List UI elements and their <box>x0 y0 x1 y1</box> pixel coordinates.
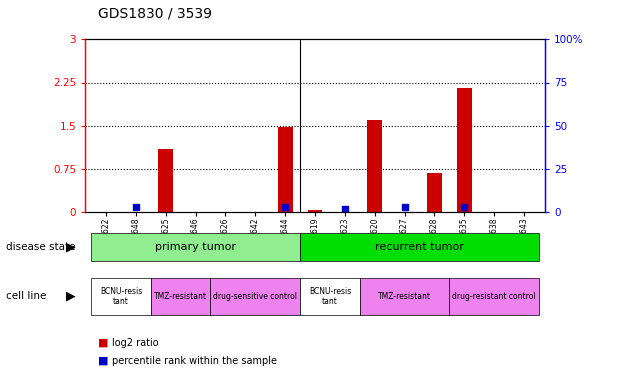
Bar <box>210 278 300 315</box>
Bar <box>278 127 292 212</box>
Bar <box>307 210 323 212</box>
Text: disease state: disease state <box>6 242 76 252</box>
Bar <box>91 278 151 315</box>
Bar <box>151 278 210 315</box>
Text: drug-sensitive control: drug-sensitive control <box>214 292 297 301</box>
Bar <box>91 232 300 261</box>
Bar <box>158 148 173 212</box>
Text: drug-resistant control: drug-resistant control <box>452 292 536 301</box>
Bar <box>427 173 442 212</box>
Text: ▶: ▶ <box>66 290 76 303</box>
Text: primary tumor: primary tumor <box>155 242 236 252</box>
Bar <box>300 278 360 315</box>
Text: ■: ■ <box>98 356 108 366</box>
Text: log2 ratio: log2 ratio <box>112 338 158 348</box>
Text: recurrent tumor: recurrent tumor <box>375 242 464 252</box>
Text: BCNU-resis
tant: BCNU-resis tant <box>309 286 351 306</box>
Bar <box>457 88 472 212</box>
Text: ▶: ▶ <box>66 240 76 253</box>
Text: ■: ■ <box>98 338 108 348</box>
Text: cell line: cell line <box>6 291 47 301</box>
Text: TMZ-resistant: TMZ-resistant <box>378 292 431 301</box>
Bar <box>367 120 382 212</box>
Bar <box>449 278 539 315</box>
Text: BCNU-resis
tant: BCNU-resis tant <box>100 286 142 306</box>
Bar <box>300 232 539 261</box>
Text: percentile rank within the sample: percentile rank within the sample <box>112 356 277 366</box>
Text: TMZ-resistant: TMZ-resistant <box>154 292 207 301</box>
Bar <box>360 278 449 315</box>
Text: GDS1830 / 3539: GDS1830 / 3539 <box>98 7 212 21</box>
